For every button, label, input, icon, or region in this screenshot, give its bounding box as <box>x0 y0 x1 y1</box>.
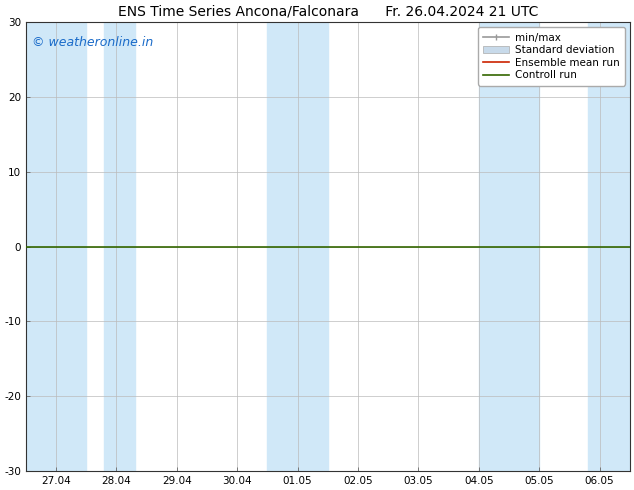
Legend: min/max, Standard deviation, Ensemble mean run, Controll run: min/max, Standard deviation, Ensemble me… <box>478 27 624 86</box>
Bar <box>105 22 134 471</box>
Bar <box>588 22 630 471</box>
Bar <box>268 22 328 471</box>
Bar <box>26 22 86 471</box>
Bar <box>479 22 540 471</box>
Title: ENS Time Series Ancona/Falconara      Fr. 26.04.2024 21 UTC: ENS Time Series Ancona/Falconara Fr. 26.… <box>118 4 538 18</box>
Text: © weatheronline.in: © weatheronline.in <box>32 36 153 49</box>
